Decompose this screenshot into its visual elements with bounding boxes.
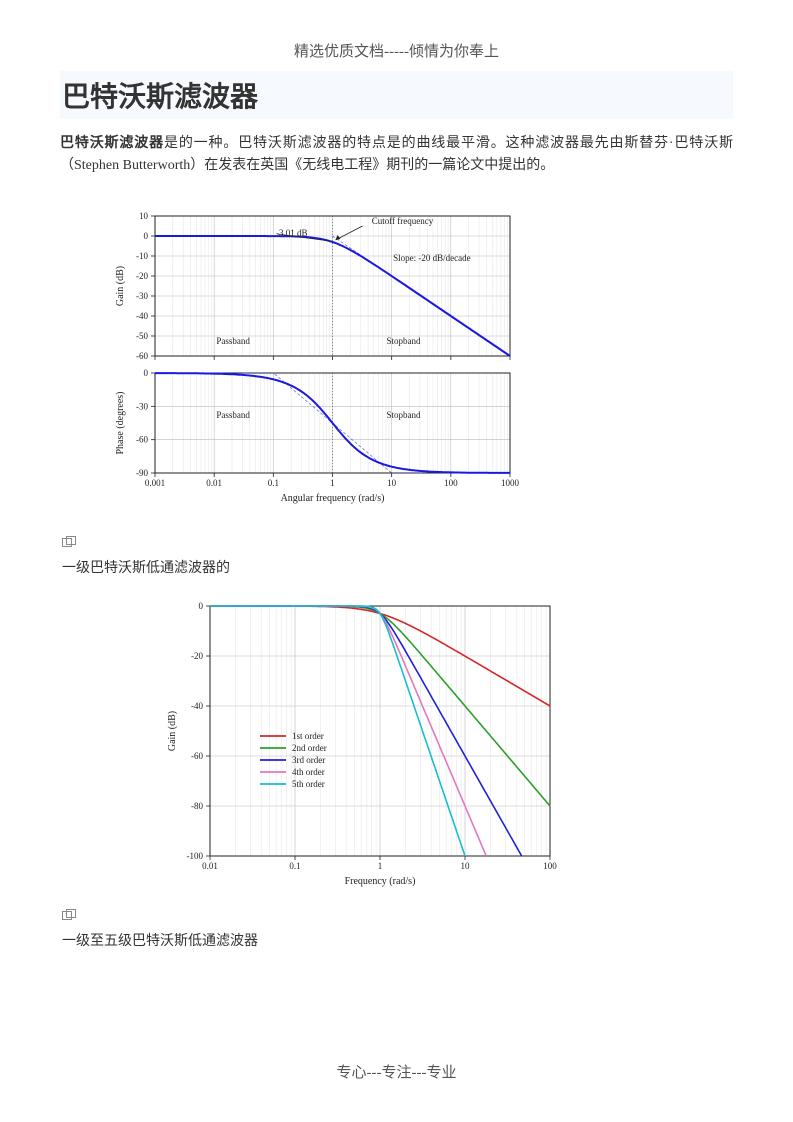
svg-text:0.001: 0.001	[145, 478, 165, 488]
svg-text:4th order: 4th order	[292, 767, 325, 777]
svg-text:0.1: 0.1	[268, 478, 279, 488]
svg-text:0: 0	[144, 368, 149, 378]
caption-1: 一级巴特沃斯低通滤波器的	[62, 557, 733, 577]
svg-text:-30: -30	[136, 401, 148, 411]
svg-text:Angular frequency (rad/s): Angular frequency (rad/s)	[281, 493, 385, 504]
svg-text:10: 10	[387, 478, 397, 488]
svg-text:0.01: 0.01	[202, 861, 218, 871]
chart-2-orders: 0.01 0.1 1 10 100 0 -20 -40 -60 -80 -100 Gain (dB) F…	[130, 591, 733, 901]
svg-text:-40: -40	[191, 701, 203, 711]
svg-text:Stopband: Stopband	[386, 410, 421, 420]
caption-2: 一级至五级巴特沃斯低通滤波器	[62, 930, 733, 950]
svg-text:-100: -100	[187, 851, 204, 861]
svg-text:Stopband: Stopband	[386, 336, 421, 346]
svg-text:2nd order: 2nd order	[292, 743, 327, 753]
svg-text:-10: -10	[136, 251, 148, 261]
svg-text:-30: -30	[136, 291, 148, 301]
svg-text:Gain (dB): Gain (dB)	[115, 266, 126, 306]
svg-text:Passband: Passband	[216, 336, 250, 346]
page-title: 巴特沃斯滤波器	[60, 71, 733, 119]
svg-text:5th order: 5th order	[292, 779, 325, 789]
intro-paragraph: 巴特沃斯滤波器是的一种。巴特沃斯滤波器的特点是的曲线最平滑。这种滤波器最先由斯替…	[60, 133, 733, 178]
page-header: 精选优质文档-----倾情为你奉上	[60, 40, 733, 61]
svg-text:-60: -60	[191, 751, 203, 761]
svg-text:-50: -50	[136, 331, 148, 341]
svg-text:-80: -80	[191, 801, 203, 811]
svg-text:1st order: 1st order	[292, 731, 324, 741]
svg-text:1: 1	[330, 478, 335, 488]
svg-text:0: 0	[199, 601, 204, 611]
svg-text:Slope: -20 dB/decade: Slope: -20 dB/decade	[393, 253, 470, 263]
enlarge-icon[interactable]	[62, 909, 76, 921]
svg-text:-60: -60	[136, 434, 148, 444]
svg-text:-90: -90	[136, 468, 148, 478]
svg-text:1000: 1000	[501, 478, 520, 488]
svg-text:3rd order: 3rd order	[292, 755, 325, 765]
svg-text:10: 10	[139, 211, 149, 221]
svg-text:-40: -40	[136, 311, 148, 321]
svg-text:-20: -20	[136, 271, 148, 281]
svg-text:0.1: 0.1	[289, 861, 300, 871]
svg-text:0.01: 0.01	[206, 478, 222, 488]
svg-text:Cutoff frequency: Cutoff frequency	[372, 216, 434, 226]
svg-text:100: 100	[444, 478, 458, 488]
svg-text:1: 1	[378, 861, 383, 871]
svg-text:-3.01 dB: -3.01 dB	[276, 228, 308, 238]
svg-text:Passband: Passband	[216, 410, 250, 420]
svg-text:-60: -60	[136, 351, 148, 361]
svg-text:Frequency (rad/s): Frequency (rad/s)	[345, 876, 416, 887]
svg-text:Gain (dB): Gain (dB)	[167, 711, 178, 751]
svg-text:Phase (degrees): Phase (degrees)	[115, 391, 126, 454]
svg-text:-20: -20	[191, 651, 203, 661]
intro-bold: 巴特沃斯滤波器	[60, 136, 164, 151]
chart-1-bode: 100-10-20-30-40-50-60Gain (dB)Cutoff fre…	[100, 208, 733, 528]
svg-text:10: 10	[461, 861, 471, 871]
svg-text:100: 100	[543, 861, 557, 871]
enlarge-icon[interactable]	[62, 536, 76, 548]
svg-text:0: 0	[144, 231, 149, 241]
page-footer: 专心---专注---专业	[0, 1061, 793, 1082]
